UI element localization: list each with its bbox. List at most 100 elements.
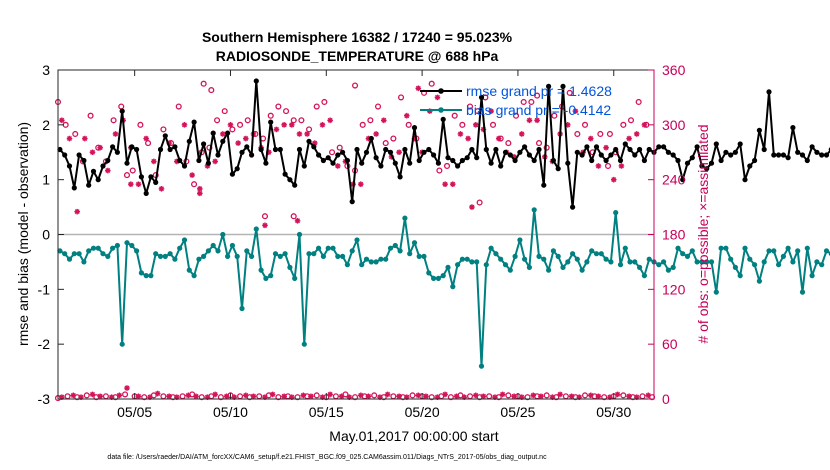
rmse-point: [522, 144, 528, 150]
chart-subtitle: RADIOSONDE_TEMPERATURE @ 688 hPa: [216, 48, 499, 64]
obs-assimilated-marker: [294, 217, 301, 224]
rmse-point: [349, 199, 355, 205]
y2-tick-label: 240: [662, 172, 686, 188]
rmse-point: [210, 130, 216, 136]
rmse-point: [699, 163, 705, 169]
bias-point: [493, 251, 499, 257]
rmse-point: [483, 146, 489, 153]
bias-point: [407, 251, 413, 257]
obs-assimilated-marker: [534, 117, 540, 124]
obs-possible-marker: [87, 112, 94, 119]
rmse-point: [450, 157, 456, 164]
bias-point: [512, 253, 518, 259]
bias-point: [421, 253, 427, 259]
obs-assimilated-marker: [243, 392, 249, 399]
rmse-point: [148, 174, 154, 180]
bias-point: [785, 245, 791, 251]
obs-possible-marker: [601, 394, 608, 401]
bias-point: [823, 248, 830, 254]
y2-tick-label: 180: [662, 227, 686, 243]
rmse-point: [134, 146, 140, 153]
rmse-point: [392, 160, 398, 166]
y-tick-label: 2: [42, 117, 50, 133]
obs-assimilated-marker: [135, 393, 142, 400]
rmse-point: [153, 179, 159, 185]
rmse-point: [110, 144, 116, 150]
bias-point: [780, 253, 787, 259]
rmse-point: [325, 155, 331, 161]
bias-point: [296, 231, 303, 238]
obs-assimilated-marker: [403, 112, 410, 119]
obs-assimilated-marker: [116, 392, 123, 399]
bias-point: [799, 289, 806, 295]
bias-point: [62, 251, 68, 257]
obs-assimilated-marker: [338, 393, 345, 400]
rmse-point: [186, 138, 192, 144]
rmse-point: [244, 144, 250, 150]
bias-point: [699, 259, 705, 265]
obs-assimilated-marker: [235, 140, 241, 146]
bias-point: [249, 253, 255, 259]
bias-point: [670, 264, 676, 270]
obs-assimilated-marker: [319, 394, 326, 400]
obs-assimilated-marker: [262, 222, 268, 229]
bias-point: [776, 262, 782, 268]
obs-assimilated-marker: [576, 394, 583, 400]
obs-assimilated-marker: [212, 158, 218, 165]
bias-point: [330, 245, 336, 251]
obs-possible-marker: [620, 392, 627, 399]
rmse-point: [675, 157, 681, 164]
bias-point: [90, 245, 97, 251]
obs-possible-marker: [447, 394, 454, 401]
bias-point: [359, 262, 365, 268]
rmse-point: [646, 146, 652, 153]
rmse-point: [421, 149, 427, 155]
rmse-point: [723, 149, 729, 155]
rmse-point: [373, 155, 379, 161]
rmse-point: [536, 146, 542, 153]
obs-assimilated-marker: [166, 140, 172, 146]
rmse-point: [613, 146, 619, 153]
obs-assimilated-marker: [618, 163, 625, 169]
obs-assimilated-marker: [311, 140, 318, 146]
obs-assimilated-marker: [89, 391, 96, 398]
rmse-point: [541, 182, 547, 188]
rmse-point: [632, 152, 638, 158]
obs-assimilated-marker: [135, 181, 142, 188]
rmse-point: [172, 144, 178, 150]
rmse-point: [196, 157, 202, 164]
bias-point: [718, 245, 724, 251]
rmse-point: [713, 141, 719, 147]
bias-point: [349, 248, 355, 254]
bias-point: [282, 251, 288, 257]
rmse-point: [498, 163, 504, 169]
obs-possible-marker: [313, 392, 320, 399]
rmse-point: [311, 144, 317, 150]
rmse-point: [708, 160, 715, 166]
obs-assimilated-marker: [166, 393, 172, 400]
rmse-point: [589, 157, 595, 164]
obs-assimilated-marker: [197, 190, 203, 197]
obs-possible-marker: [200, 80, 207, 87]
rmse-point: [737, 141, 743, 147]
bias-point: [526, 264, 533, 270]
obs-possible-marker: [627, 117, 635, 124]
obs-assimilated-marker: [607, 394, 613, 400]
obs-possible-marker: [405, 121, 412, 128]
obs-assimilated-marker: [269, 391, 276, 398]
bias-point: [498, 256, 504, 262]
rmse-point: [90, 168, 97, 174]
obs-assimilated-marker: [223, 393, 230, 400]
obs-possible-marker: [581, 392, 589, 399]
obs-assimilated-marker: [212, 391, 218, 398]
bias-point: [684, 253, 691, 259]
rmse-point: [138, 174, 144, 180]
bias-point: [488, 245, 494, 251]
bias-point: [234, 253, 240, 259]
rmse-point: [66, 163, 73, 169]
rmse-point: [478, 94, 485, 100]
rmse-point: [809, 144, 815, 150]
obs-assimilated-marker: [587, 392, 594, 399]
bias-point: [177, 245, 183, 251]
rmse-point: [114, 149, 120, 155]
